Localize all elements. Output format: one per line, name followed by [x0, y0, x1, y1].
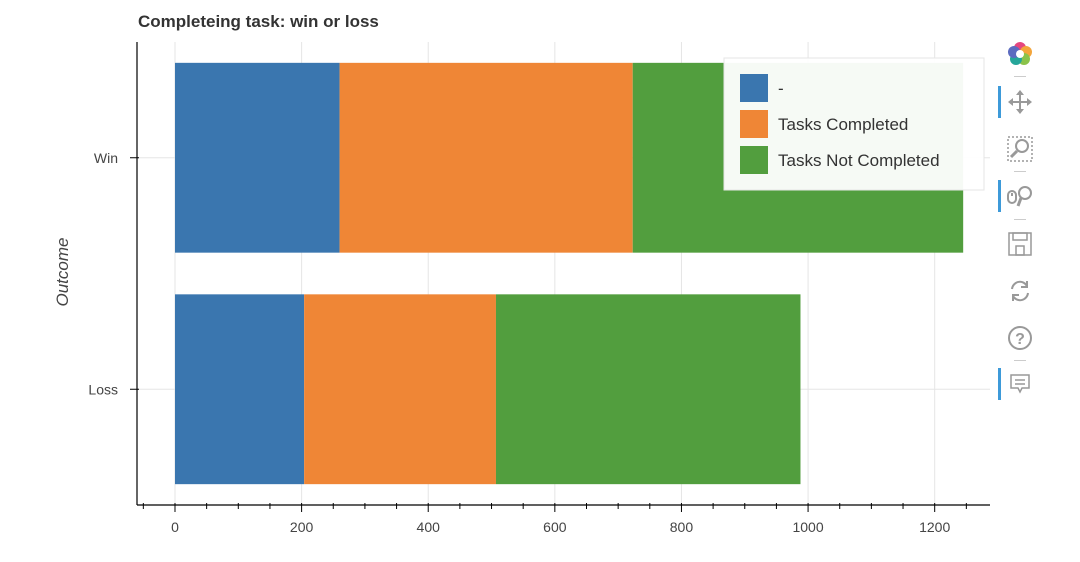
svg-text:?: ?: [1015, 331, 1025, 348]
pan-icon[interactable]: [998, 84, 1038, 120]
bars: [174, 62, 964, 485]
save-icon[interactable]: [1002, 226, 1038, 262]
y-tick-label: Loss: [88, 381, 118, 397]
box-zoom-icon[interactable]: [1002, 131, 1038, 167]
wheel-zoom-icon[interactable]: [998, 178, 1038, 214]
chart-title: Completeing task: win or loss: [138, 12, 379, 31]
reset-icon[interactable]: [1002, 273, 1038, 309]
help-icon[interactable]: ?: [1002, 320, 1038, 356]
legend-label[interactable]: Tasks Not Completed: [778, 151, 940, 170]
legend-label[interactable]: Tasks Completed: [778, 115, 908, 134]
chart-canvas[interactable]: 0 200 400 600 800 1000 1200 Win Loss - Tasks Comp…: [0, 0, 990, 562]
x-tick-label: 1200: [919, 519, 950, 535]
bar-loss-series-1[interactable]: [304, 294, 496, 485]
axes: 0 200 400 600 800 1000 1200 Win Loss: [88, 42, 990, 535]
x-tick-label: 1000: [792, 519, 823, 535]
x-tick-label: 200: [290, 519, 314, 535]
legend-swatch: [740, 110, 768, 138]
bokeh-logo-icon[interactable]: [1002, 36, 1038, 72]
x-tick-label: 600: [543, 519, 567, 535]
legend-label[interactable]: -: [778, 79, 784, 98]
bar-loss-series-0[interactable]: [174, 294, 305, 485]
x-tick-label: 400: [417, 519, 441, 535]
legend-swatch: [740, 74, 768, 102]
legend-swatch: [740, 146, 768, 174]
bar-win-series-1[interactable]: [339, 62, 633, 253]
legend: - Tasks Completed Tasks Not Completed: [723, 57, 985, 191]
bar-win-series-0[interactable]: [174, 62, 340, 253]
y-axis-label: Outcome: [53, 238, 72, 307]
bar-loss-series-2[interactable]: [495, 294, 801, 485]
y-tick-label: Win: [94, 150, 118, 166]
x-tick-label: 800: [670, 519, 694, 535]
toolbar: ?: [998, 36, 1044, 416]
hover-icon[interactable]: [998, 366, 1038, 402]
x-tick-label: 0: [171, 519, 179, 535]
